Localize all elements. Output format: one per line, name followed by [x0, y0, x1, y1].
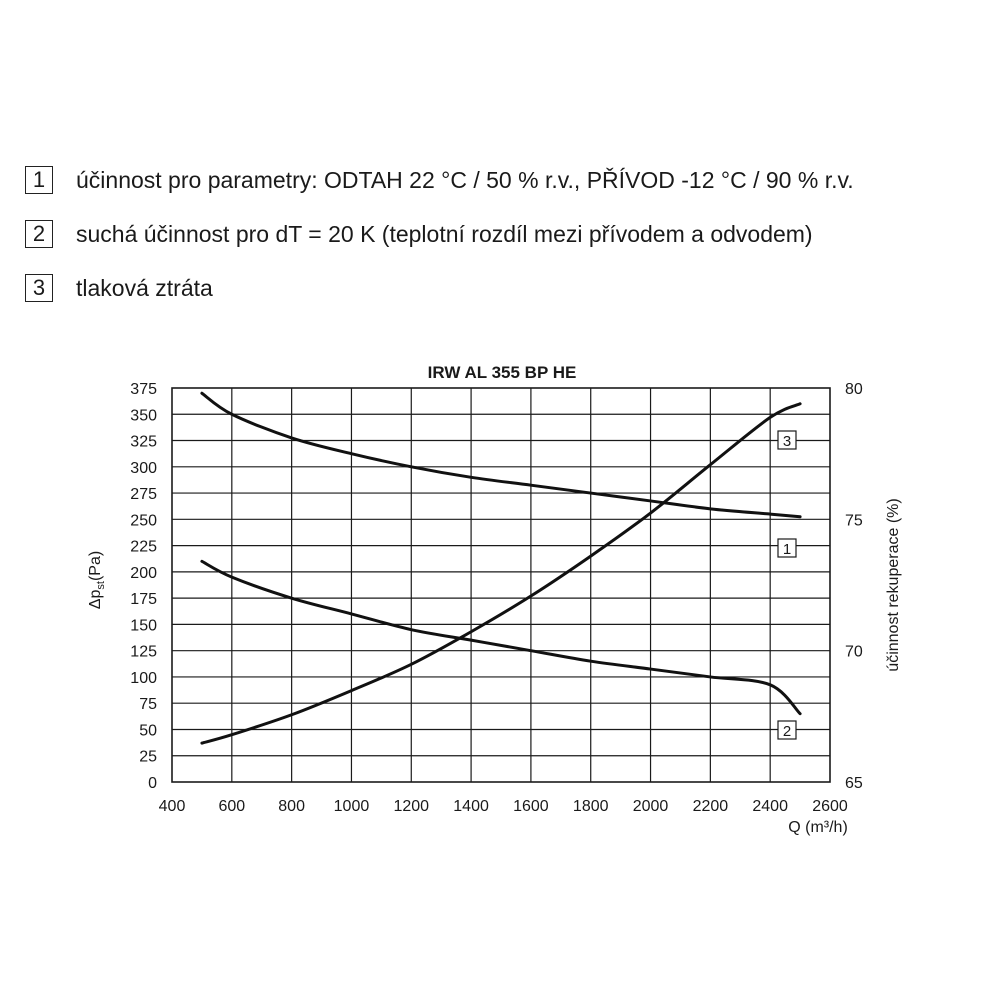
curve-label-box — [777, 538, 797, 558]
y-left-tick-label: 75 — [139, 696, 157, 713]
legend-key-box: 3 — [25, 274, 53, 302]
x-tick-label: 1600 — [513, 798, 549, 815]
y-left-tick-label: 50 — [139, 722, 157, 739]
series-2-line — [200, 559, 802, 716]
series-1-line — [200, 391, 802, 519]
y-left-tick-label: 325 — [130, 434, 157, 451]
y-left-tick-label: 200 — [130, 565, 157, 582]
curve-label-box — [777, 430, 797, 450]
legend-key-box: 1 — [25, 166, 53, 194]
x-tick-label: 800 — [278, 798, 305, 815]
y-right-tick-label: 75 — [845, 512, 863, 529]
curves — [200, 391, 802, 745]
y-left-tick-label: 125 — [130, 644, 157, 661]
y-left-tick-label: 25 — [139, 749, 157, 766]
y-left-tick-label: 100 — [130, 670, 157, 687]
x-tick-label: 2200 — [693, 798, 729, 815]
legend-text: účinnost pro parametry: ODTAH 22 °C / 50… — [76, 166, 854, 193]
y-left-tick-label: 300 — [130, 460, 157, 477]
x-tick-label: 2600 — [812, 798, 848, 815]
curve-label-box — [777, 720, 797, 740]
legend-item-2: 2 suchá účinnost pro dT = 20 K (teplotní… — [25, 219, 854, 249]
y-right-tick-label: 80 — [845, 381, 863, 398]
x-tick-label: 1800 — [573, 798, 609, 815]
y-left-tick-label: 375 — [130, 381, 157, 398]
y-left-tick-label: 225 — [130, 539, 157, 556]
x-tick-label: 600 — [218, 798, 245, 815]
x-tick-label: 2000 — [633, 798, 669, 815]
y-left-tick-label: 150 — [130, 617, 157, 634]
grid — [171, 387, 831, 783]
chart-title: IRW AL 355 BP HE — [428, 363, 577, 382]
legend-text: suchá účinnost pro dT = 20 K (teplotní r… — [76, 220, 813, 247]
curve-label: 1 — [783, 541, 791, 558]
y-left-tick-label: 275 — [130, 486, 157, 503]
x-tick-label: 400 — [159, 798, 186, 815]
x-tick-label: 1200 — [393, 798, 429, 815]
ticks: 400 600 800 1000 1200 1400 1600 1800 2000 2200 240… — [130, 381, 863, 815]
y-left-tick-label: 350 — [130, 407, 157, 424]
y-left-tick-label: 250 — [130, 512, 157, 529]
y-left-tick-label: 175 — [130, 591, 157, 608]
curve-label: 2 — [783, 723, 791, 740]
y-right-tick-label: 65 — [845, 775, 863, 792]
right-axis-label: účinnost rekuperace (%) — [885, 498, 902, 671]
y-right-tick-label: 70 — [845, 644, 863, 661]
legend: 1 účinnost pro parametry: ODTAH 22 °C / … — [25, 165, 854, 327]
x-tick-label: 2400 — [752, 798, 788, 815]
legend-key-box: 2 — [25, 220, 53, 248]
legend-text: tlaková ztráta — [76, 274, 213, 301]
x-axis-label: Q (m³/h) — [788, 819, 848, 836]
x-tick-label: 1000 — [334, 798, 370, 815]
x-tick-label: 1400 — [453, 798, 489, 815]
legend-item-3: 3 tlaková ztráta — [25, 273, 854, 303]
left-axis-label: Δpst(Pa) — [87, 551, 107, 609]
plot-frame — [171, 387, 831, 783]
curve-label: 3 — [783, 433, 791, 450]
series-3-line — [200, 402, 802, 745]
legend-item-1: 1 účinnost pro parametry: ODTAH 22 °C / … — [25, 165, 854, 195]
y-left-tick-label: 0 — [148, 775, 157, 792]
